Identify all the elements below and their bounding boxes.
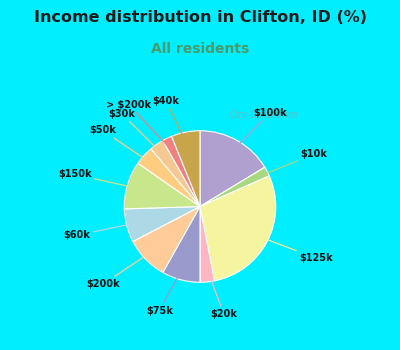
Wedge shape <box>124 206 200 242</box>
Text: $20k: $20k <box>206 266 237 318</box>
Wedge shape <box>200 131 265 206</box>
Wedge shape <box>133 206 200 273</box>
Wedge shape <box>200 206 214 282</box>
Text: $75k: $75k <box>146 264 185 316</box>
Wedge shape <box>163 136 200 206</box>
Wedge shape <box>124 163 200 209</box>
Wedge shape <box>138 149 200 206</box>
Text: > $200k: > $200k <box>106 99 174 153</box>
Text: $100k: $100k <box>229 108 286 154</box>
Text: All residents: All residents <box>151 42 249 56</box>
Text: $60k: $60k <box>64 222 142 240</box>
Wedge shape <box>163 206 200 282</box>
Wedge shape <box>172 131 200 206</box>
Wedge shape <box>151 140 200 206</box>
Text: Income distribution in Clifton, ID (%): Income distribution in Clifton, ID (%) <box>34 10 366 26</box>
Text: $50k: $50k <box>89 125 156 166</box>
Text: $125k: $125k <box>253 234 332 263</box>
Wedge shape <box>200 167 269 206</box>
Text: $150k: $150k <box>58 169 143 189</box>
Text: $30k: $30k <box>108 108 166 158</box>
Text: City-Data.com: City-Data.com <box>228 110 298 120</box>
Text: $10k: $10k <box>253 149 327 179</box>
Wedge shape <box>200 176 276 281</box>
Text: $40k: $40k <box>152 96 188 148</box>
Text: $200k: $200k <box>86 248 157 289</box>
